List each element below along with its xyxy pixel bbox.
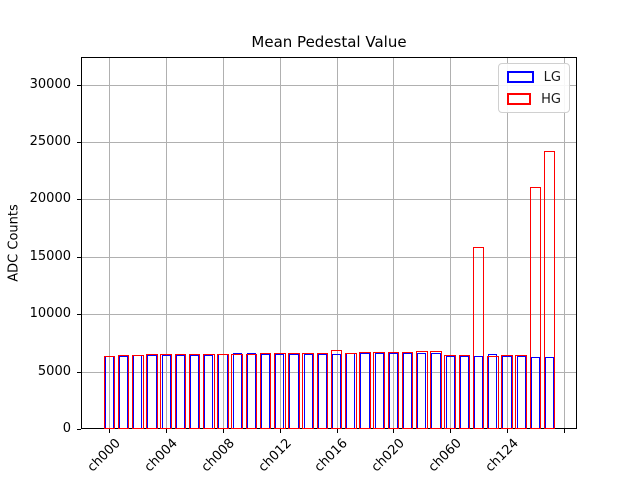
legend-entry-lg: LG [507, 70, 561, 85]
bar-hg-ch023 [430, 351, 442, 429]
y-tick-label: 15000 [29, 248, 71, 264]
x-tick-label: ch124 [482, 436, 522, 476]
y-tick-mark [77, 141, 81, 143]
y-tick-label: 25000 [29, 133, 71, 149]
x-tick-label: ch060 [425, 436, 465, 476]
chart-title: Mean Pedestal Value [251, 33, 407, 51]
y-tick-label: 10000 [29, 306, 71, 322]
x-tick-mark [563, 429, 565, 433]
x-tick-label: ch016 [312, 436, 352, 476]
bar-hg-ch013 [288, 352, 300, 429]
y-tick-mark [77, 429, 81, 430]
bar-hg-ch022 [415, 351, 428, 429]
gridline-horizontal [82, 314, 576, 316]
bar-hg-ch001 [117, 354, 130, 429]
y-tick-label: 5000 [37, 363, 71, 379]
y-tick-mark [77, 256, 81, 258]
legend-label-lg: LG [543, 69, 561, 85]
y-tick-mark [77, 371, 81, 373]
bar-hg-ch063 [486, 355, 499, 429]
bar-hg-ch124 [501, 354, 513, 429]
bar-hg-ch002 [131, 354, 144, 429]
gridline-vertical [336, 58, 338, 428]
bar-hg-ch125 [515, 354, 528, 429]
gridline-vertical [279, 58, 281, 428]
bar-hg-ch018 [359, 351, 371, 429]
gridline-vertical [109, 58, 111, 428]
bar-hg-ch005 [174, 353, 187, 429]
bar-hg-ch016 [330, 349, 343, 429]
x-tick-label: ch004 [141, 436, 181, 476]
gridline-vertical [393, 58, 395, 428]
bar-hg-ch060 [444, 355, 457, 429]
x-tick-mark [166, 429, 168, 433]
gridline-horizontal [82, 84, 576, 86]
bar-hg-ch006 [188, 353, 201, 429]
y-axis-label: ADC Counts [6, 204, 22, 282]
bar-hg-ch021 [401, 351, 414, 429]
x-tick-label: ch000 [84, 436, 125, 476]
gridline-horizontal [82, 256, 576, 258]
bar-hg-ch061 [458, 355, 471, 429]
bar-hg-ch004 [160, 354, 173, 429]
gridline-vertical [507, 58, 508, 428]
y-tick-label: 0 [62, 421, 71, 436]
bar-hg-ch011 [259, 353, 272, 429]
legend: LG HG [498, 63, 570, 113]
bar-hg-ch010 [245, 354, 258, 429]
bar-hg-ch126 [529, 187, 542, 429]
bar-hg-ch020 [387, 351, 400, 429]
x-tick-label: ch008 [198, 436, 238, 476]
hg-swatch-icon [507, 93, 532, 105]
x-tick-mark [109, 429, 111, 433]
y-tick-label: 20000 [29, 191, 71, 207]
x-tick-mark [393, 429, 395, 433]
legend-entry-hg: HG [507, 92, 561, 107]
gridline-horizontal [82, 141, 576, 143]
y-tick-label: 30000 [29, 76, 71, 92]
x-tick-label: ch020 [368, 436, 409, 476]
y-tick-mark [77, 84, 81, 86]
bar-hg-ch062 [472, 246, 485, 429]
y-tick-mark [77, 199, 81, 201]
gridline-vertical [223, 58, 224, 428]
lg-swatch-icon [507, 71, 534, 83]
bar-hg-ch014 [302, 352, 315, 429]
bar-hg-ch008 [217, 353, 229, 429]
bar-hg-ch015 [316, 353, 329, 429]
gridline-horizontal [82, 199, 576, 201]
x-tick-label: ch012 [255, 436, 295, 476]
bar-hg-ch007 [202, 353, 215, 429]
bar-hg-ch000 [103, 355, 116, 429]
bar-hg-ch017 [344, 352, 357, 429]
bar-hg-ch127 [543, 151, 556, 429]
legend-label-hg: HG [541, 91, 561, 107]
x-tick-mark [507, 429, 508, 433]
gridline-vertical [166, 58, 168, 428]
gridline-vertical [563, 58, 565, 428]
plot-area: LG HG [81, 57, 577, 429]
bar-hg-ch019 [373, 351, 386, 429]
bar-hg-ch009 [231, 354, 244, 429]
x-tick-mark [279, 429, 281, 433]
x-tick-mark [336, 429, 338, 433]
y-tick-mark [77, 314, 81, 316]
bar-hg-ch003 [146, 354, 158, 429]
x-tick-mark [450, 429, 452, 433]
bar-hg-ch012 [273, 352, 286, 429]
gridline-vertical [450, 58, 452, 428]
x-tick-mark [223, 429, 224, 433]
gridline-horizontal [82, 371, 576, 373]
